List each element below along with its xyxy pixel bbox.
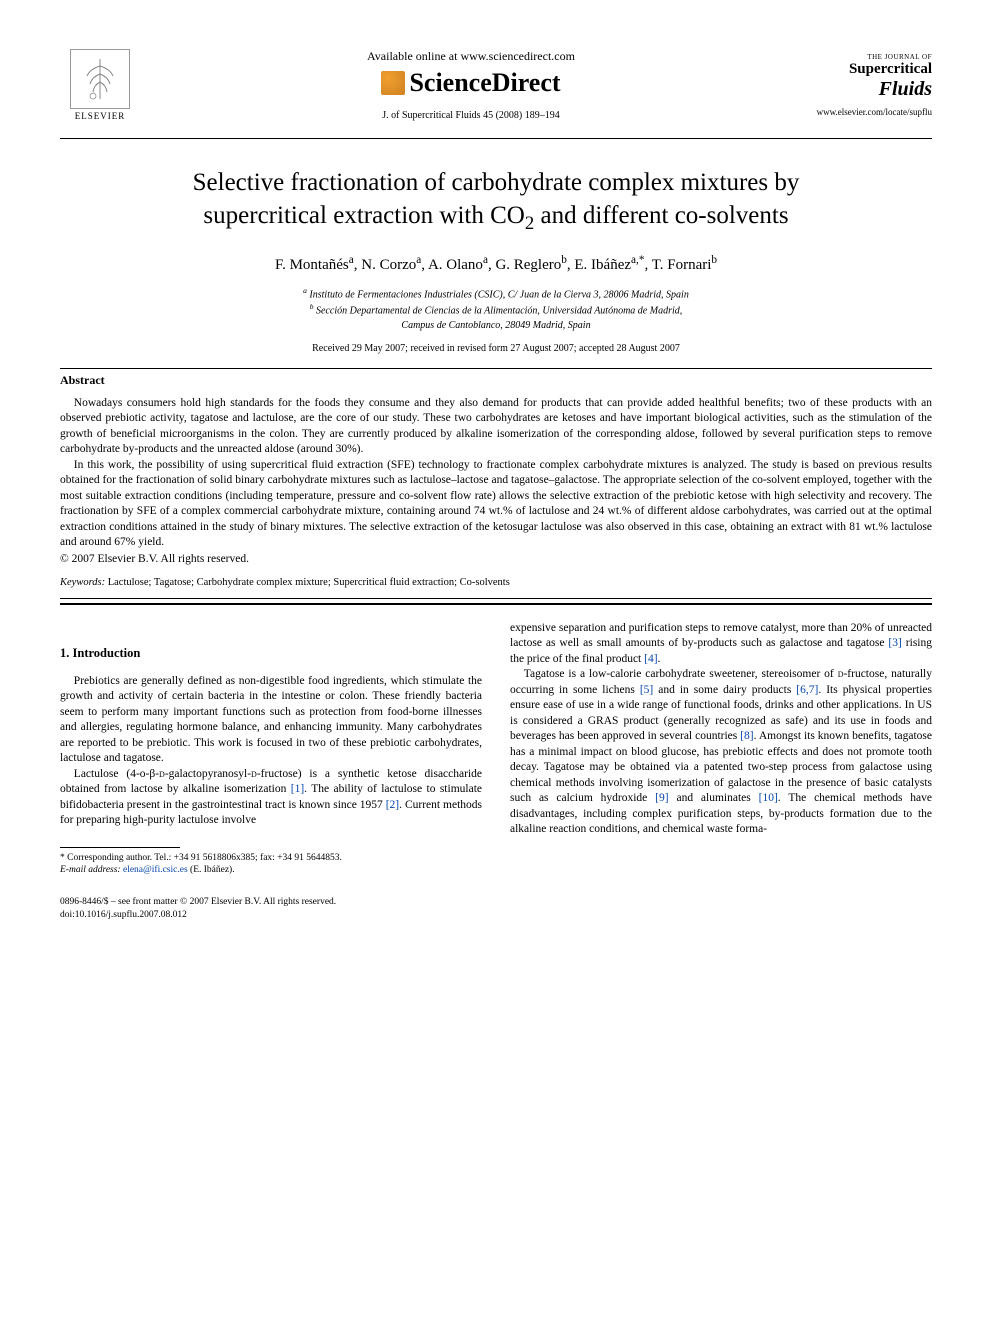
author-1: F. Montañés bbox=[275, 257, 349, 273]
ref-10[interactable]: [10] bbox=[759, 792, 778, 804]
author-1-sup: a bbox=[349, 254, 354, 266]
p4-start: Tagatose is a low-calorie carbohydrate s… bbox=[524, 668, 838, 680]
author-3-sup: a bbox=[483, 254, 488, 266]
author-5-sup: a,* bbox=[631, 254, 644, 266]
sciencedirect-text: ScienceDirect bbox=[409, 68, 560, 98]
ref-5[interactable]: [5] bbox=[640, 684, 653, 696]
rule-thick bbox=[60, 603, 932, 605]
author-4-sup: b bbox=[561, 254, 567, 266]
p2-pre: Lactulose (4-o-β- bbox=[74, 768, 159, 780]
title-line2-post: and different co-solvents bbox=[534, 202, 788, 229]
affiliation-b-line2: Campus de Cantoblanco, 28049 Madrid, Spa… bbox=[401, 320, 590, 331]
email-address[interactable]: elena@ifi.csic.es bbox=[121, 865, 190, 875]
authors-list: F. Montañésa, N. Corzoa, A. Olanoa, G. R… bbox=[60, 254, 932, 274]
email-label: E-mail address: bbox=[60, 865, 121, 875]
intro-p4: Tagatose is a low-calorie carbohydrate s… bbox=[510, 667, 932, 838]
footer-line1: 0896-8446/$ – see front matter © 2007 El… bbox=[60, 896, 932, 908]
author-3: A. Olano bbox=[428, 257, 483, 273]
rule-thin-2 bbox=[60, 598, 932, 599]
ref-8[interactable]: [8] bbox=[740, 730, 753, 742]
ref-4[interactable]: [4] bbox=[644, 653, 657, 665]
journal-logo: THE JOURNAL OF Supercritical Fluids www.… bbox=[802, 53, 932, 117]
article-dates: Received 29 May 2007; received in revise… bbox=[60, 343, 932, 354]
available-online-text: Available online at www.sciencedirect.co… bbox=[140, 49, 802, 64]
affiliations: a Instituto de Fermentaciones Industrial… bbox=[60, 286, 932, 333]
sciencedirect-logo: ScienceDirect bbox=[381, 68, 560, 98]
title-line2-pre: supercritical extraction with CO bbox=[203, 202, 524, 229]
author-4: G. Reglero bbox=[495, 257, 561, 273]
author-2-sup: a bbox=[416, 254, 421, 266]
email-name: (E. Ibáñez). bbox=[190, 865, 235, 875]
ref-3[interactable]: [3] bbox=[888, 637, 901, 649]
elsevier-label: ELSEVIER bbox=[75, 111, 126, 121]
keywords-text: Lactulose; Tagatose; Carbohydrate comple… bbox=[105, 577, 510, 588]
p3-start: expensive separation and purification st… bbox=[510, 622, 932, 650]
intro-p2: Lactulose (4-o-β-d-galactopyranosyl-d-fr… bbox=[60, 767, 482, 829]
elsevier-tree-icon bbox=[70, 49, 130, 109]
author-2: N. Corzo bbox=[361, 257, 416, 273]
p4-mid2: and in some dairy products bbox=[653, 684, 796, 696]
journal-logo-top: THE JOURNAL OF bbox=[802, 53, 932, 61]
keywords-label: Keywords: bbox=[60, 577, 105, 588]
section-1-heading: 1. Introduction bbox=[60, 645, 482, 662]
intro-p3: expensive separation and purification st… bbox=[510, 621, 932, 668]
footnote-corr: * Corresponding author. Tel.: +34 91 561… bbox=[60, 852, 482, 864]
author-6-sup: b bbox=[711, 254, 717, 266]
abstract-body: Nowadays consumers hold high standards f… bbox=[60, 396, 932, 551]
abstract-p1: Nowadays consumers hold high standards f… bbox=[60, 396, 932, 458]
ref-9[interactable]: [9] bbox=[655, 792, 668, 804]
title-line1: Selective fractionation of carbohydrate … bbox=[193, 169, 800, 196]
affiliation-b-line1: Sección Departamental de Ciencias de la … bbox=[316, 306, 682, 317]
abstract-p2: In this work, the possibility of using s… bbox=[60, 458, 932, 551]
ref-6-7[interactable]: [6,7] bbox=[796, 684, 818, 696]
keywords: Keywords: Lactulose; Tagatose; Carbohydr… bbox=[60, 577, 932, 588]
p4-mid5: and aluminates bbox=[669, 792, 759, 804]
footer-doi: doi:10.1016/j.supflu.2007.08.012 bbox=[60, 909, 932, 921]
affiliation-a: Instituto de Fermentaciones Industriales… bbox=[309, 289, 688, 300]
abstract-copyright: © 2007 Elsevier B.V. All rights reserved… bbox=[60, 553, 932, 565]
sciencedirect-icon bbox=[381, 71, 405, 95]
elsevier-logo: ELSEVIER bbox=[60, 40, 140, 130]
footnote-rule bbox=[60, 847, 180, 848]
journal-reference: J. of Supercritical Fluids 45 (2008) 189… bbox=[140, 110, 802, 121]
rule-before-abstract bbox=[60, 368, 932, 369]
ref-1[interactable]: [1] bbox=[291, 783, 304, 795]
journal-url: www.elsevier.com/locate/supflu bbox=[802, 107, 932, 117]
page-footer: 0896-8446/$ – see front matter © 2007 El… bbox=[60, 896, 932, 921]
intro-p1: Prebiotics are generally defined as non-… bbox=[60, 674, 482, 767]
ref-2[interactable]: [2] bbox=[386, 799, 399, 811]
header-center: Available online at www.sciencedirect.co… bbox=[140, 49, 802, 121]
journal-logo-main: Supercritical bbox=[802, 61, 932, 78]
body-columns: 1. Introduction Prebiotics are generally… bbox=[60, 621, 932, 877]
author-5: E. Ibáñez bbox=[574, 257, 631, 273]
p2-mid1: -galactopyranosyl- bbox=[165, 768, 251, 780]
abstract-heading: Abstract bbox=[60, 373, 932, 388]
article-title: Selective fractionation of carbohydrate … bbox=[60, 167, 932, 236]
author-6: T. Fornari bbox=[652, 257, 712, 273]
corresponding-footnote: * Corresponding author. Tel.: +34 91 561… bbox=[60, 852, 482, 877]
rule-thin bbox=[60, 138, 932, 139]
p3-end: . bbox=[658, 653, 661, 665]
footnote-email-line: E-mail address: elena@ifi.csic.es (E. Ib… bbox=[60, 864, 482, 876]
journal-logo-fluids: Fluids bbox=[802, 78, 932, 101]
journal-header: ELSEVIER Available online at www.science… bbox=[60, 40, 932, 130]
